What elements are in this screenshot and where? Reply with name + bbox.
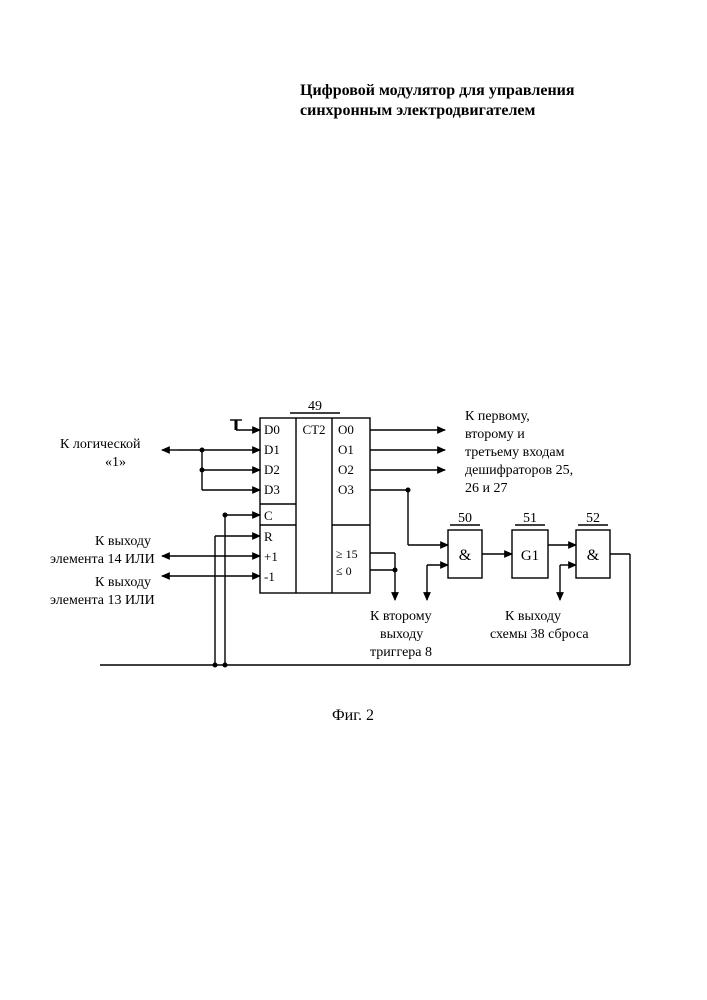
label-logical1-l1: К логической	[60, 437, 141, 452]
pin-d0: D0	[264, 422, 280, 437]
pin-o1: O1	[338, 442, 354, 457]
pin-plus1: +1	[264, 549, 278, 564]
label-dec-l1: К первому,	[465, 409, 530, 424]
and50-ref: 50	[458, 511, 472, 526]
label-out13-l2: элемента 13 ИЛИ	[50, 593, 155, 608]
delay-gate-51: 51 G1	[512, 511, 548, 578]
label-trig8-l1: К второму	[370, 609, 432, 624]
pin-r: R	[264, 529, 273, 544]
counter-header: CT2	[302, 422, 325, 437]
pin-o3: O3	[338, 482, 354, 497]
label-dec-l3: третьему входам	[465, 445, 565, 460]
label-trig8-l2: выходу	[380, 627, 423, 642]
g51-ref: 51	[523, 511, 537, 526]
pin-o2: O2	[338, 462, 354, 477]
label-reset38-l2: схемы 38 сброса	[490, 627, 589, 642]
pin-minus1: -1	[264, 569, 275, 584]
label-out14-l1: К выходу	[95, 534, 151, 549]
and-gate-52: 52 &	[576, 511, 610, 578]
title-line1: Цифровой модулятор для управления	[300, 82, 575, 99]
pin-le0: ≤ 0	[336, 564, 352, 578]
label-trig8-l3: триггера 8	[370, 645, 432, 660]
pin-d1: D1	[264, 442, 280, 457]
label-logical1-l2: «1»	[105, 455, 126, 470]
figure-caption: Фиг. 2	[332, 707, 374, 724]
diagram-svg: Цифровой модулятор для управления синхро…	[0, 0, 707, 1000]
counter-block: 49 CT2 D0 D1 D2 D3 C R +1 -1 O0 O1 O2 O3…	[260, 399, 370, 593]
label-out13-l1: К выходу	[95, 575, 151, 590]
pin-o0: O0	[338, 422, 354, 437]
label-dec-l4: дешифраторов 25,	[465, 463, 573, 478]
and52-ref: 52	[586, 511, 600, 526]
title-line2: синхронным электродвигателем	[300, 102, 536, 119]
and50-symbol: &	[459, 547, 472, 564]
label-dec-l5: 26 и 27	[465, 481, 508, 496]
and52-symbol: &	[587, 547, 600, 564]
pin-c: C	[264, 508, 273, 523]
label-dec-l2: второму и	[465, 427, 525, 442]
and-gate-50: 50 &	[448, 511, 482, 578]
g51-symbol: G1	[521, 548, 539, 564]
pin-ge15: ≥ 15	[336, 547, 358, 561]
pin-d3: D3	[264, 482, 280, 497]
counter-ref: 49	[308, 399, 322, 414]
pin-d2: D2	[264, 462, 280, 477]
page: { "title": { "line1": "Цифровой модулято…	[0, 0, 707, 1000]
label-out14-l2: элемента 14 ИЛИ	[50, 552, 155, 567]
label-reset38-l1: К выходу	[505, 609, 561, 624]
